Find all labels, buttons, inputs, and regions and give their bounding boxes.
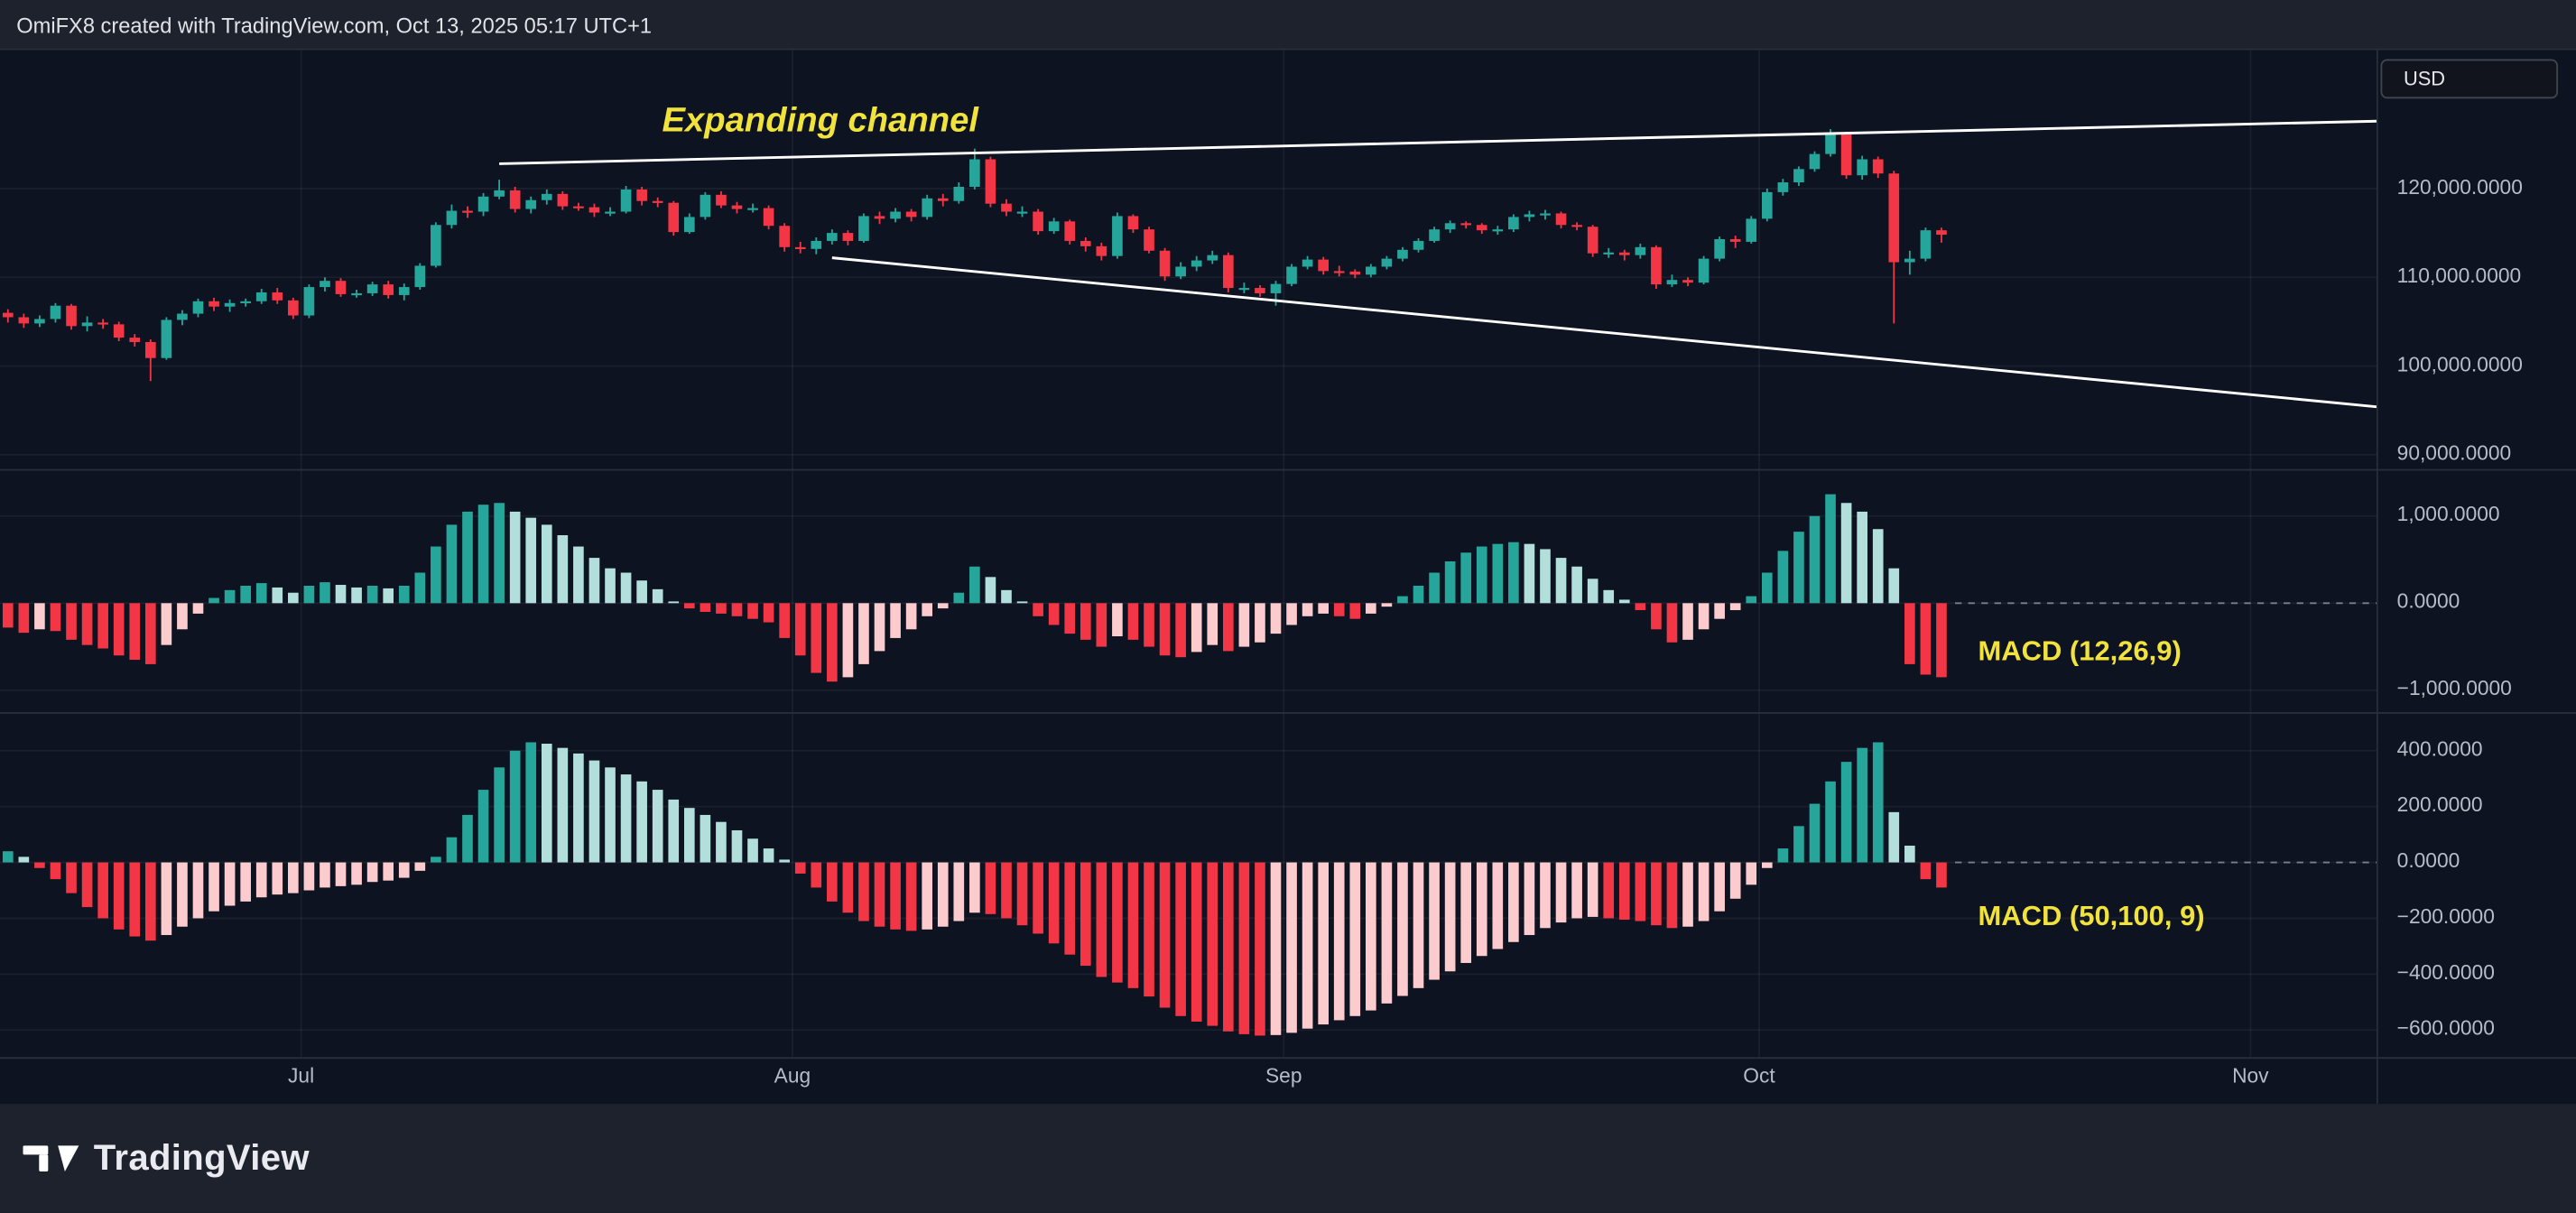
time-scale-label-jul: Jul [288, 1064, 315, 1088]
macd-12-26-9-histogram [2, 494, 1947, 682]
snapshot-title: OmiFX8 created with TradingView.com, Oct… [16, 12, 653, 37]
footer-bar: TradingView [0, 1104, 2576, 1213]
price-scale-label: −600.0000 [2396, 1016, 2495, 1041]
price-scale-label: 110,000.0000 [2396, 264, 2522, 288]
upper-channel-line[interactable] [499, 119, 2377, 165]
price-scale-label: 400.0000 [2396, 737, 2483, 761]
time-scale-label-aug: Aug [774, 1064, 811, 1088]
price-scale-label: −1,000.0000 [2396, 677, 2512, 700]
time-scale-label-sep: Sep [1265, 1064, 1302, 1088]
price-axis[interactable]: USD 120,000.0000 110,000.0000 100,000.0000… [2377, 0, 2576, 1104]
time-scale-label-nov: Nov [2232, 1064, 2269, 1088]
currency-usd-button[interactable]: USD [2380, 59, 2559, 99]
time-scale-label-oct: Oct [1743, 1064, 1775, 1088]
price-scale-label: −200.0000 [2396, 904, 2495, 929]
price-scale-label: 0.0000 [2396, 848, 2460, 873]
macd-50-100-9-histogram [2, 742, 1947, 1036]
price-scale-label: 0.0000 [2396, 589, 2460, 614]
price-scale-label: 90,000.0000 [2396, 441, 2512, 465]
macd-12-26-9-label: MACD (12,26,9) [1978, 635, 2182, 668]
price-scale-label: 1,000.0000 [2396, 503, 2500, 526]
macd-50-100-9-label: MACD (50,100, 9) [1978, 900, 2205, 932]
price-scale-label: −400.0000 [2396, 960, 2495, 985]
price-scale-label: 200.0000 [2396, 793, 2483, 817]
tradingview-logo-icon [23, 1145, 79, 1171]
candlestick-series [2, 129, 1947, 382]
tradingview-wordmark: TradingView [93, 1136, 310, 1179]
header-bar: OmiFX8 created with TradingView.com, Oct… [0, 0, 2576, 50]
time-axis[interactable]: Jul Aug Sep Oct Nov [0, 1064, 2377, 1104]
price-scale-label: 120,000.0000 [2396, 175, 2523, 199]
price-scale-label: 100,000.0000 [2396, 352, 2523, 376]
gridlines [0, 49, 2377, 1059]
expanding-channel-annotation: Expanding channel [662, 101, 978, 140]
lower-channel-line[interactable] [831, 256, 2377, 409]
